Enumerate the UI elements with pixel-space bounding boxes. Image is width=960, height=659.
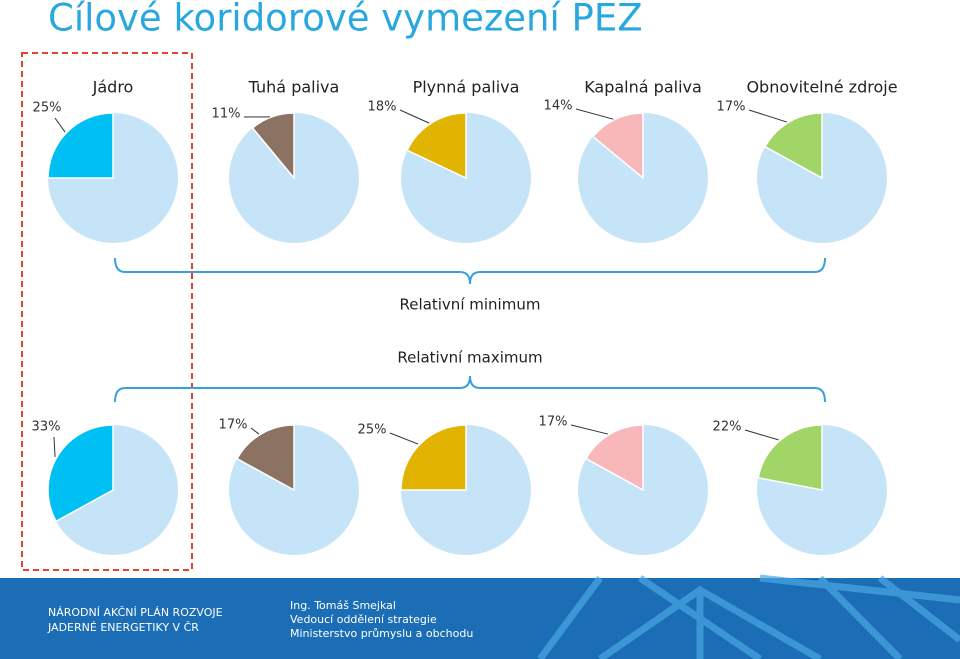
pie-slice: [400, 424, 467, 491]
footer-decoration: [537, 574, 960, 659]
leader-line: [744, 429, 779, 441]
data-label: 17%: [539, 415, 568, 430]
leader-line: [748, 109, 788, 123]
pie-slice: [406, 112, 467, 180]
leader-line: [54, 117, 66, 133]
pie-title: Jádro: [92, 78, 134, 97]
pie-slice: [47, 112, 114, 179]
data-label: 18%: [368, 100, 397, 115]
footer-text: NÁRODNÍ AKČNÍ PLÁN ROZVOJE: [48, 606, 223, 619]
data-label: 33%: [32, 420, 61, 435]
footer: NÁRODNÍ AKČNÍ PLÁN ROZVOJE JADERNÉ ENERG…: [0, 574, 960, 659]
leader-line: [575, 108, 614, 120]
data-label: 14%: [544, 99, 573, 114]
pie-title: Kapalná paliva: [584, 78, 702, 97]
pie-slice: [251, 112, 295, 181]
data-label: 25%: [33, 101, 62, 116]
pie-slice: [591, 112, 644, 180]
leader-line: [53, 436, 56, 457]
pie-slice: [47, 424, 114, 523]
row-label: Relativní minimum: [400, 296, 541, 314]
data-label: 22%: [713, 420, 742, 435]
pie-slice: [764, 112, 823, 180]
footer-text: JADERNÉ ENERGETIKY V ČR: [47, 621, 199, 634]
footer-text: Vedoucí oddělení strategie: [290, 613, 437, 626]
footer-text: Ing. Tomáš Smejkal: [290, 599, 396, 612]
brace: [114, 257, 826, 285]
data-label: 11%: [212, 107, 241, 122]
data-label: 17%: [717, 100, 746, 115]
pie-title: Plynná paliva: [413, 78, 520, 97]
leader-line: [570, 424, 609, 435]
brace: [114, 375, 826, 403]
highlight-box: [21, 52, 193, 571]
pie-title: Tuhá paliva: [248, 78, 340, 97]
pie-slice: [585, 424, 644, 492]
leader-line: [250, 427, 260, 435]
leader-line: [389, 432, 419, 445]
leader-line: [399, 109, 430, 124]
pie-slice: [757, 424, 823, 491]
slide-title: Cílové koridorové vymezení PEZ: [48, 0, 643, 40]
row-label: Relativní maximum: [397, 349, 542, 367]
pie-title: Obnovitelné zdroje: [746, 78, 897, 97]
pie-slice: [236, 424, 295, 492]
data-label: 25%: [358, 423, 387, 438]
footer-text: Ministerstvo průmyslu a obchodu: [290, 627, 473, 640]
data-label: 17%: [219, 418, 248, 433]
